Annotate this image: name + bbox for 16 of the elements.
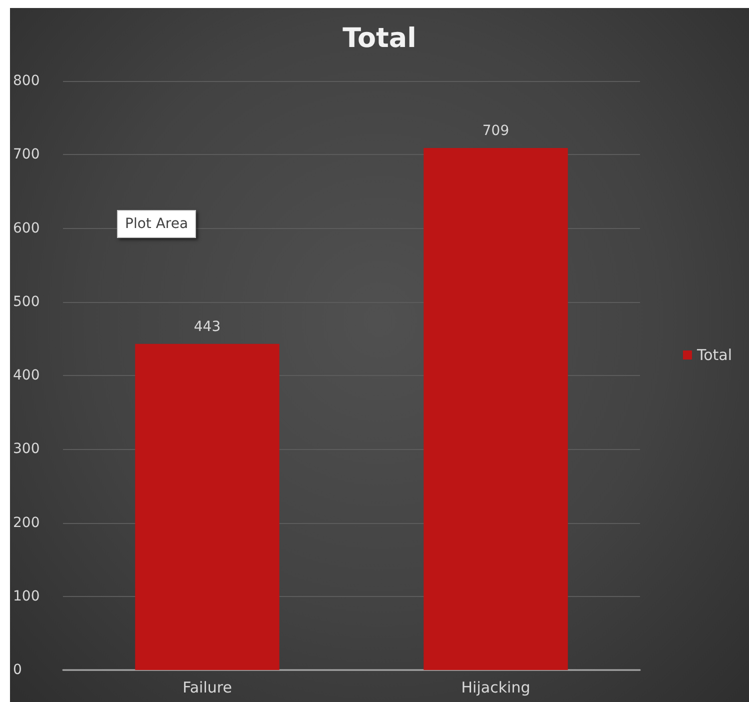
y-tick-label: 700	[13, 146, 40, 163]
y-tick-label: 200	[13, 514, 40, 531]
chart-title: Total	[342, 23, 416, 54]
legend-label: Total	[696, 346, 732, 364]
data-label: 709	[482, 123, 510, 139]
y-tick-label: 300	[13, 441, 40, 458]
y-tick-label: 0	[13, 662, 22, 678]
y-tick-label: 500	[13, 294, 40, 310]
y-tick-label: 400	[13, 368, 40, 384]
x-tick-label: Hijacking	[461, 678, 530, 696]
y-tick-label: 600	[13, 220, 40, 236]
tooltip-box: Plot Area	[117, 210, 196, 238]
x-tick-label: Failure	[182, 678, 232, 696]
y-tick-label: 100	[13, 588, 40, 604]
y-tick-label: 800	[13, 73, 40, 89]
data-label: 443	[194, 318, 221, 335]
